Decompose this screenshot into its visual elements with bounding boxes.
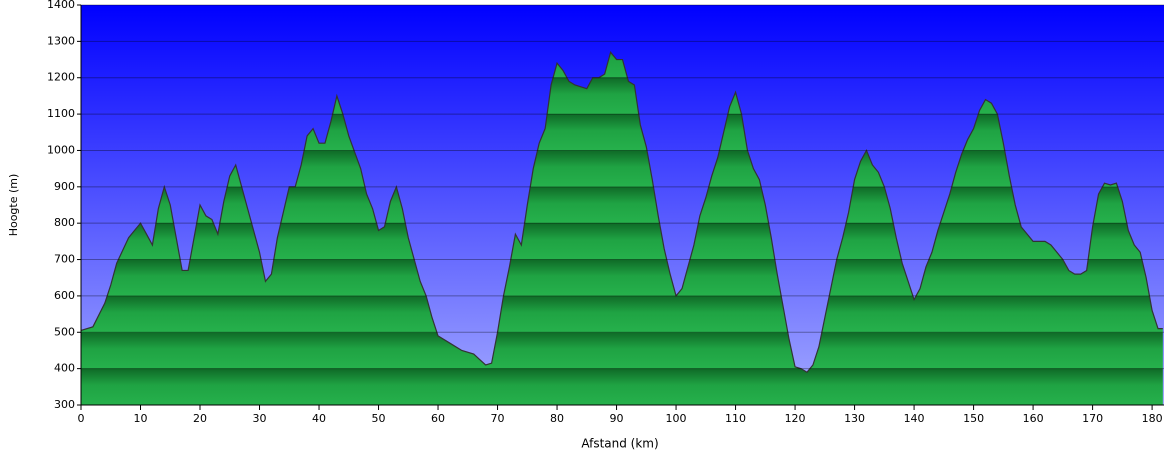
x-tick-label: 40	[312, 412, 326, 425]
y-tick-label: 1300	[47, 34, 75, 47]
x-tick-label: 60	[431, 412, 445, 425]
y-tick-label: 1000	[47, 143, 75, 156]
y-tick-label: 400	[54, 362, 75, 375]
y-tick-label: 300	[54, 398, 75, 411]
y-tick-label: 800	[54, 216, 75, 229]
x-tick-label: 110	[725, 412, 746, 425]
x-axis-label: Afstand (km)	[581, 437, 658, 451]
x-tick-label: 10	[134, 412, 148, 425]
x-tick-label: 20	[193, 412, 207, 425]
x-tick-label: 0	[78, 412, 85, 425]
x-tick-label: 120	[785, 412, 806, 425]
x-tick-label: 160	[1023, 412, 1044, 425]
x-tick-label: 80	[550, 412, 564, 425]
y-tick-label: 1400	[47, 0, 75, 11]
y-axis-label: Hoogte (m)	[7, 174, 20, 237]
x-tick-label: 90	[610, 412, 624, 425]
elevation-area	[81, 52, 1163, 405]
x-tick-label: 170	[1082, 412, 1103, 425]
y-tick-label: 1100	[47, 107, 75, 120]
y-tick-label: 500	[54, 325, 75, 338]
x-tick-label: 130	[844, 412, 865, 425]
x-tick-label: 50	[372, 412, 386, 425]
x-tick-label: 30	[253, 412, 267, 425]
y-tick-label: 600	[54, 289, 75, 302]
x-tick-label: 150	[963, 412, 984, 425]
x-tick-label: 140	[904, 412, 925, 425]
y-tick-label: 1200	[47, 71, 75, 84]
x-tick-label: 180	[1142, 412, 1163, 425]
x-tick-label: 70	[491, 412, 505, 425]
x-tick-label: 100	[666, 412, 687, 425]
y-tick-label: 900	[54, 180, 75, 193]
y-tick-label: 700	[54, 253, 75, 266]
elevation-line	[80, 50, 1163, 374]
